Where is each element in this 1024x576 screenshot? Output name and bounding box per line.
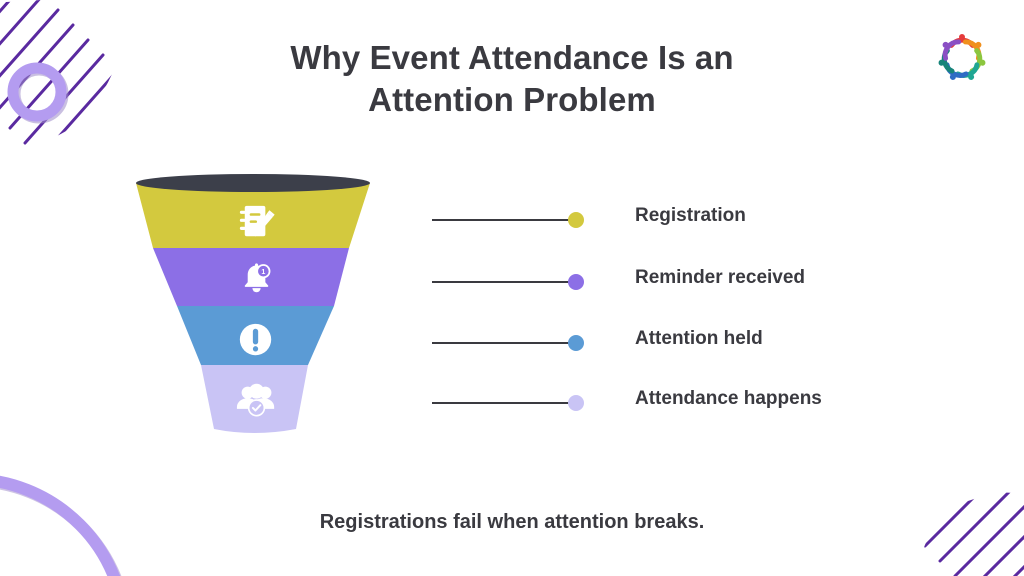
- svg-text:1: 1: [261, 269, 265, 276]
